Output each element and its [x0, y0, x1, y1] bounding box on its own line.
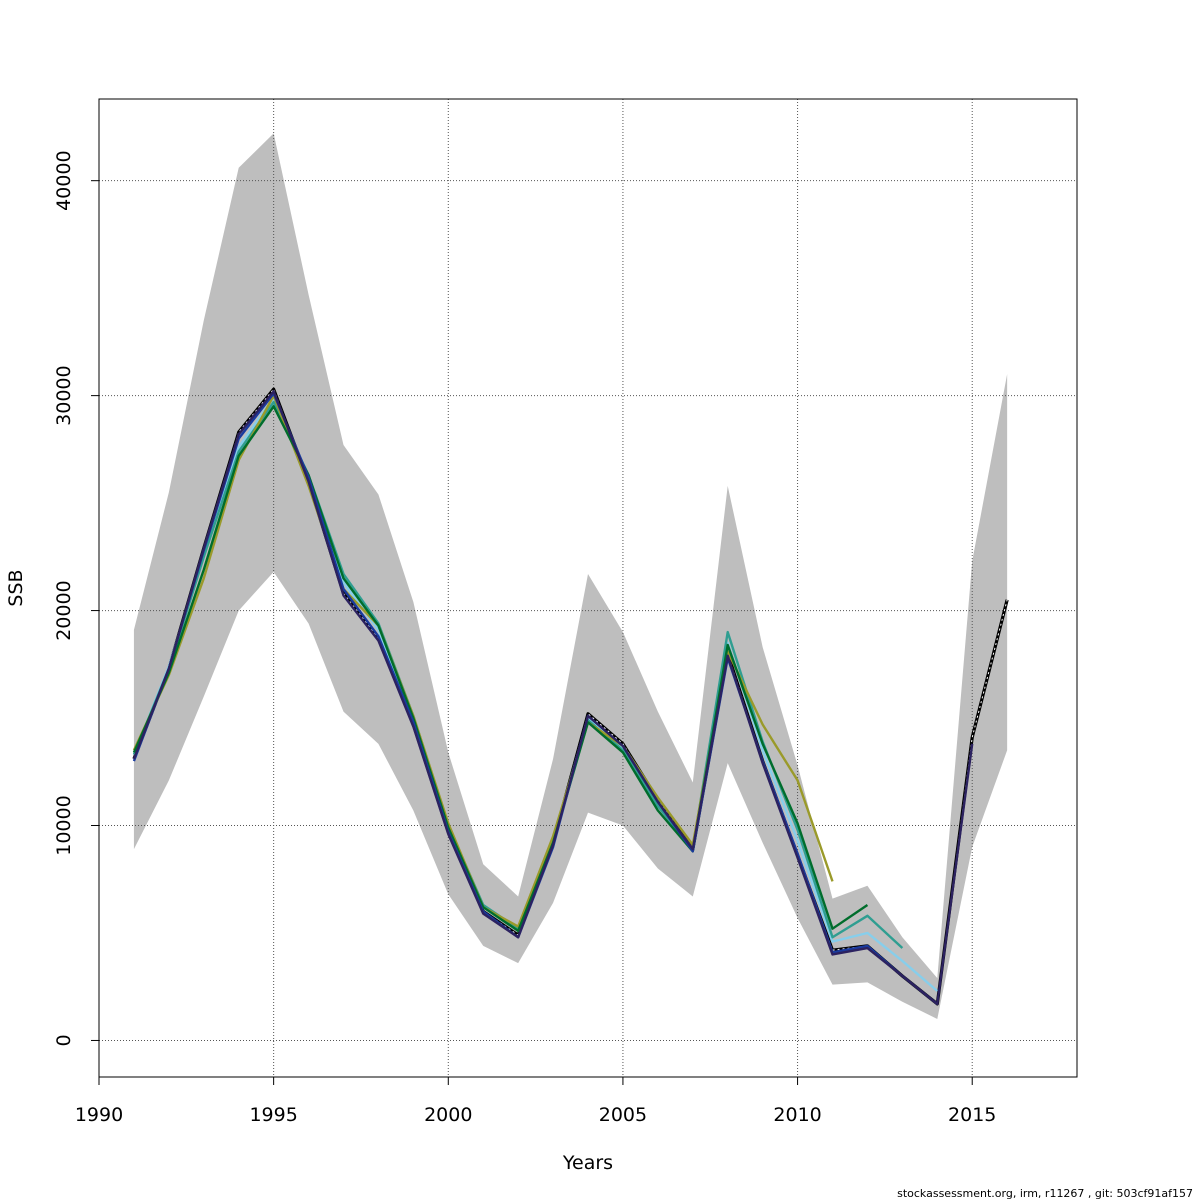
confidence-band — [133, 133, 1008, 1019]
series-line — [132, 390, 974, 1006]
x-tick-label: 1995 — [249, 1104, 297, 1126]
grid-layer — [98, 99, 1077, 1077]
x-tick-label: 2015 — [948, 1104, 996, 1126]
series-layer — [132, 387, 1009, 1006]
y-tick-label: 40000 — [53, 150, 75, 210]
y-tick-label: 10000 — [53, 795, 75, 855]
axis-layer: 1990 1995 2000 2005 2010 2015 0 10000 20000 30000… — [53, 150, 996, 1126]
y-tick-label: 30000 — [53, 365, 75, 425]
plot-frame — [98, 98, 1078, 1078]
y-tick-label: 0 — [53, 1034, 75, 1046]
y-tick-label: 20000 — [53, 580, 75, 640]
footer-credit: stockassessment.org, irm, r11267 , git: … — [897, 1187, 1193, 1200]
x-tick-label: 2000 — [424, 1104, 472, 1126]
x-tick-label: 2005 — [599, 1104, 647, 1126]
x-tick-label: 2010 — [773, 1104, 821, 1126]
y-axis-label: SSB — [5, 569, 27, 606]
x-axis-label: Years — [562, 1152, 613, 1174]
confidence-band-layer — [133, 133, 1008, 1019]
x-tick-label: 1990 — [75, 1104, 123, 1126]
series-line — [132, 405, 869, 933]
